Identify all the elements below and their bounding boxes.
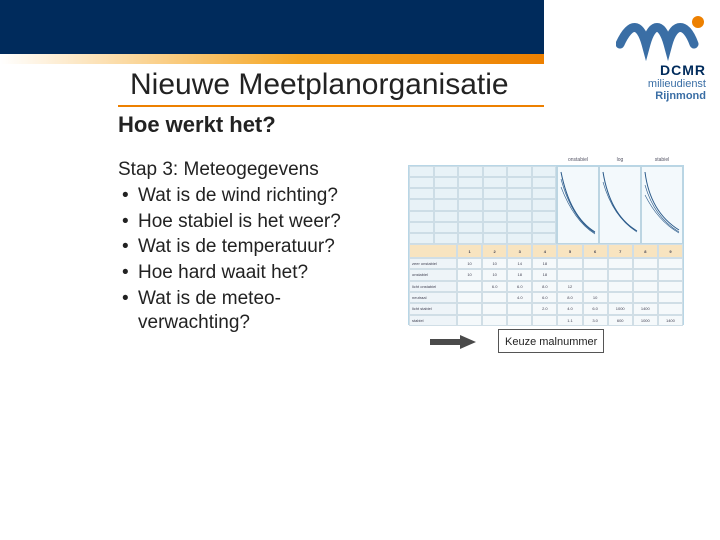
- table-cell: [457, 303, 482, 314]
- logo-line2: milieudienst: [648, 78, 706, 90]
- table-cell: 18: [532, 258, 557, 269]
- table-cell: [532, 315, 557, 326]
- table-cell: [457, 281, 482, 292]
- table-header: 9: [658, 244, 683, 258]
- table-cell: [608, 258, 633, 269]
- table-cell: 1400: [633, 303, 658, 314]
- list-item: Hoe hard waait het?: [118, 261, 378, 285]
- table-row-label: zeer onstabiel: [409, 258, 457, 269]
- table-cell: [507, 303, 532, 314]
- table-header: 5: [557, 244, 582, 258]
- table-cell: 8.0: [532, 281, 557, 292]
- table-cell: [633, 258, 658, 269]
- table-row-label: licht onstabiel: [409, 281, 457, 292]
- caption-box: Keuze malnummer: [498, 329, 604, 353]
- table-row-label: neutraal: [409, 292, 457, 303]
- table-cell: 8.0: [557, 292, 582, 303]
- table-cell: 1.1: [557, 315, 582, 326]
- table-cell: [482, 303, 507, 314]
- header-bar: [0, 0, 544, 54]
- table-cell: [557, 258, 582, 269]
- table-cell: 10: [482, 269, 507, 280]
- table-header: 2: [482, 244, 507, 258]
- table-header: 1: [457, 244, 482, 258]
- subheading: Hoe werkt het?: [118, 112, 276, 138]
- table-cell: [482, 292, 507, 303]
- table-cell: [633, 292, 658, 303]
- table-cell: [457, 315, 482, 326]
- mini-charts: onstabiel log stabiel: [557, 166, 683, 244]
- table-cell: 6.0: [507, 281, 532, 292]
- table-cell: 1000: [633, 315, 658, 326]
- table-cell: [658, 292, 683, 303]
- table-header: 7: [608, 244, 633, 258]
- arrow-icon: [430, 335, 476, 349]
- caption-text: Keuze malnummer: [505, 336, 597, 348]
- logo-brand: DCMR: [660, 62, 706, 78]
- table-cell: 1000: [608, 303, 633, 314]
- table-cell: 1400: [658, 315, 683, 326]
- table-cell: [658, 258, 683, 269]
- table-cell: [608, 281, 633, 292]
- table-cell: [608, 269, 633, 280]
- table-cell: 10: [457, 258, 482, 269]
- table-cell: 14: [507, 258, 532, 269]
- meteo-figure: onstabiel log stabiel: [408, 165, 684, 325]
- table-cell: 600: [608, 315, 633, 326]
- table-header: 4: [532, 244, 557, 258]
- table-cell: [658, 281, 683, 292]
- logo: DCMR milieudienst Rijnmond: [556, 8, 706, 102]
- table-cell: 2.0: [532, 303, 557, 314]
- table-header: 8: [633, 244, 658, 258]
- table-cell: [633, 281, 658, 292]
- table-cell: 6.0: [583, 303, 608, 314]
- list-item: Wat is de temperatuur?: [118, 235, 378, 259]
- table-cell: 18: [532, 269, 557, 280]
- step-label: Stap 3: Meteogegevens: [118, 158, 378, 182]
- table-row-label: onstabiel: [409, 269, 457, 280]
- table-cell: [658, 269, 683, 280]
- table-cell: [557, 269, 582, 280]
- table-cell: 6.0: [482, 281, 507, 292]
- table-row-label: licht stabiel: [409, 303, 457, 314]
- table-cell: [457, 292, 482, 303]
- table-cell: 4.0: [557, 303, 582, 314]
- bullet-list: Wat is de wind richting? Hoe stabiel is …: [118, 184, 378, 335]
- list-item: Wat is de wind richting?: [118, 184, 378, 208]
- table-cell: 4.0: [507, 292, 532, 303]
- table-cell: [482, 315, 507, 326]
- table-cell: 10: [482, 258, 507, 269]
- list-item: Hoe stabiel is het weer?: [118, 210, 378, 234]
- table-cell: 3.0: [583, 315, 608, 326]
- lower-table: 123456789zeer onstabiel10101418onstabiel…: [409, 244, 683, 326]
- table-header: 6: [583, 244, 608, 258]
- table-cell: [583, 269, 608, 280]
- table-header: [409, 244, 457, 258]
- table-cell: [658, 303, 683, 314]
- table-cell: 12: [557, 281, 582, 292]
- accent-gradient: [0, 54, 544, 64]
- wave-icon: [620, 28, 694, 45]
- table-cell: [583, 281, 608, 292]
- table-cell: 10: [457, 269, 482, 280]
- table-cell: 6.0: [532, 292, 557, 303]
- slide-title: Nieuwe Meetplanorganisatie: [130, 68, 509, 102]
- table-cell: 10: [583, 292, 608, 303]
- list-item: Wat is de meteo- verwachting?: [118, 287, 378, 335]
- table-header: 3: [507, 244, 532, 258]
- logo-line3: Rijnmond: [655, 90, 706, 102]
- table-cell: [507, 315, 532, 326]
- title-underline: [118, 105, 544, 107]
- table-cell: [633, 269, 658, 280]
- table-cell: [608, 292, 633, 303]
- table-row-label: stabiel: [409, 315, 457, 326]
- table-cell: [583, 258, 608, 269]
- upper-small-table: [409, 166, 557, 244]
- table-cell: 18: [507, 269, 532, 280]
- body-content: Stap 3: Meteogegevens Wat is de wind ric…: [118, 158, 378, 336]
